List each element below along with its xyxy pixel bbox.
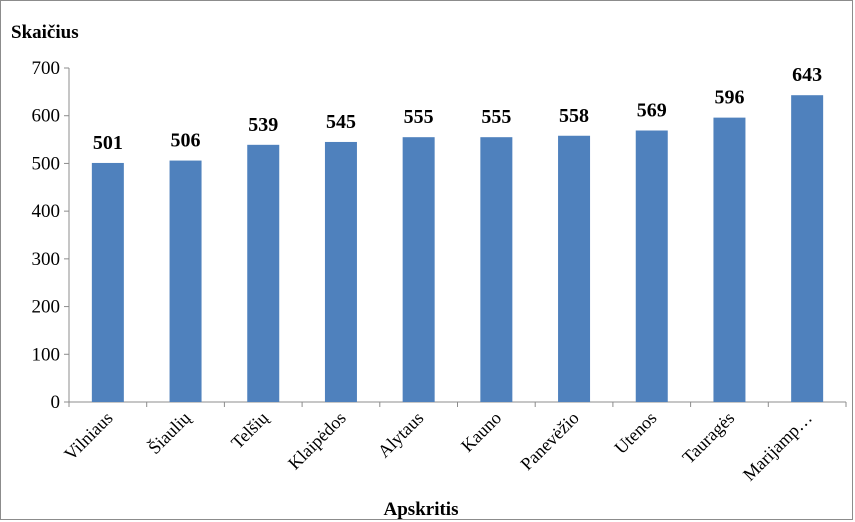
- y-tick-label: 700: [32, 58, 61, 79]
- x-categories: Vilniaus Šiaulių Telšių Klaipėdos Alytaus Kau…: [60, 406, 816, 484]
- x-axis-title: Apskritis: [384, 499, 459, 520]
- data-label: 596: [714, 87, 744, 109]
- category-label: Panevėžio: [516, 408, 582, 474]
- y-tick-label: 0: [51, 392, 61, 413]
- data-label: 555: [404, 106, 434, 128]
- y-axis-title: Skaičius: [11, 22, 79, 43]
- y-tick-label: 500: [32, 153, 61, 174]
- bar: [324, 141, 357, 402]
- data-label: 569: [637, 100, 667, 122]
- data-label: 555: [481, 106, 511, 128]
- bar: [402, 137, 435, 402]
- bar: [558, 135, 591, 403]
- data-label: 545: [326, 111, 356, 133]
- y-tick-label: 200: [32, 297, 61, 318]
- data-label: 643: [792, 64, 822, 86]
- bar: [91, 162, 124, 402]
- category-label: Kauno: [457, 408, 505, 456]
- data-labels: 501 506 539 545 555 555 558 569 596 643: [93, 64, 822, 154]
- bar: [713, 117, 746, 402]
- bars: [91, 95, 824, 403]
- category-label: Utenos: [610, 408, 660, 458]
- bar: [635, 130, 668, 402]
- y-tick-label: 400: [32, 201, 61, 222]
- bar: [791, 95, 824, 402]
- y-ticks: 0 100 200 300 400 500 600 700: [32, 58, 69, 413]
- bar: [169, 160, 202, 402]
- data-label: 506: [171, 130, 201, 152]
- category-label: Telšių: [227, 407, 273, 453]
- category-label: Alytaus: [374, 408, 428, 462]
- category-label: Šiaulių: [143, 406, 195, 458]
- data-label: 558: [559, 105, 589, 127]
- y-tick-label: 300: [32, 249, 61, 270]
- category-label: Vilniaus: [60, 408, 117, 465]
- bar: [480, 137, 513, 402]
- data-label: 539: [248, 114, 278, 136]
- y-tick-label: 100: [32, 344, 61, 365]
- category-label: Klaipėdos: [284, 408, 350, 474]
- y-tick-label: 600: [32, 106, 61, 127]
- category-label: Tauragės: [678, 408, 738, 468]
- data-label: 501: [93, 132, 123, 154]
- bar: [247, 144, 280, 402]
- category-label: Marijamp…: [739, 408, 816, 485]
